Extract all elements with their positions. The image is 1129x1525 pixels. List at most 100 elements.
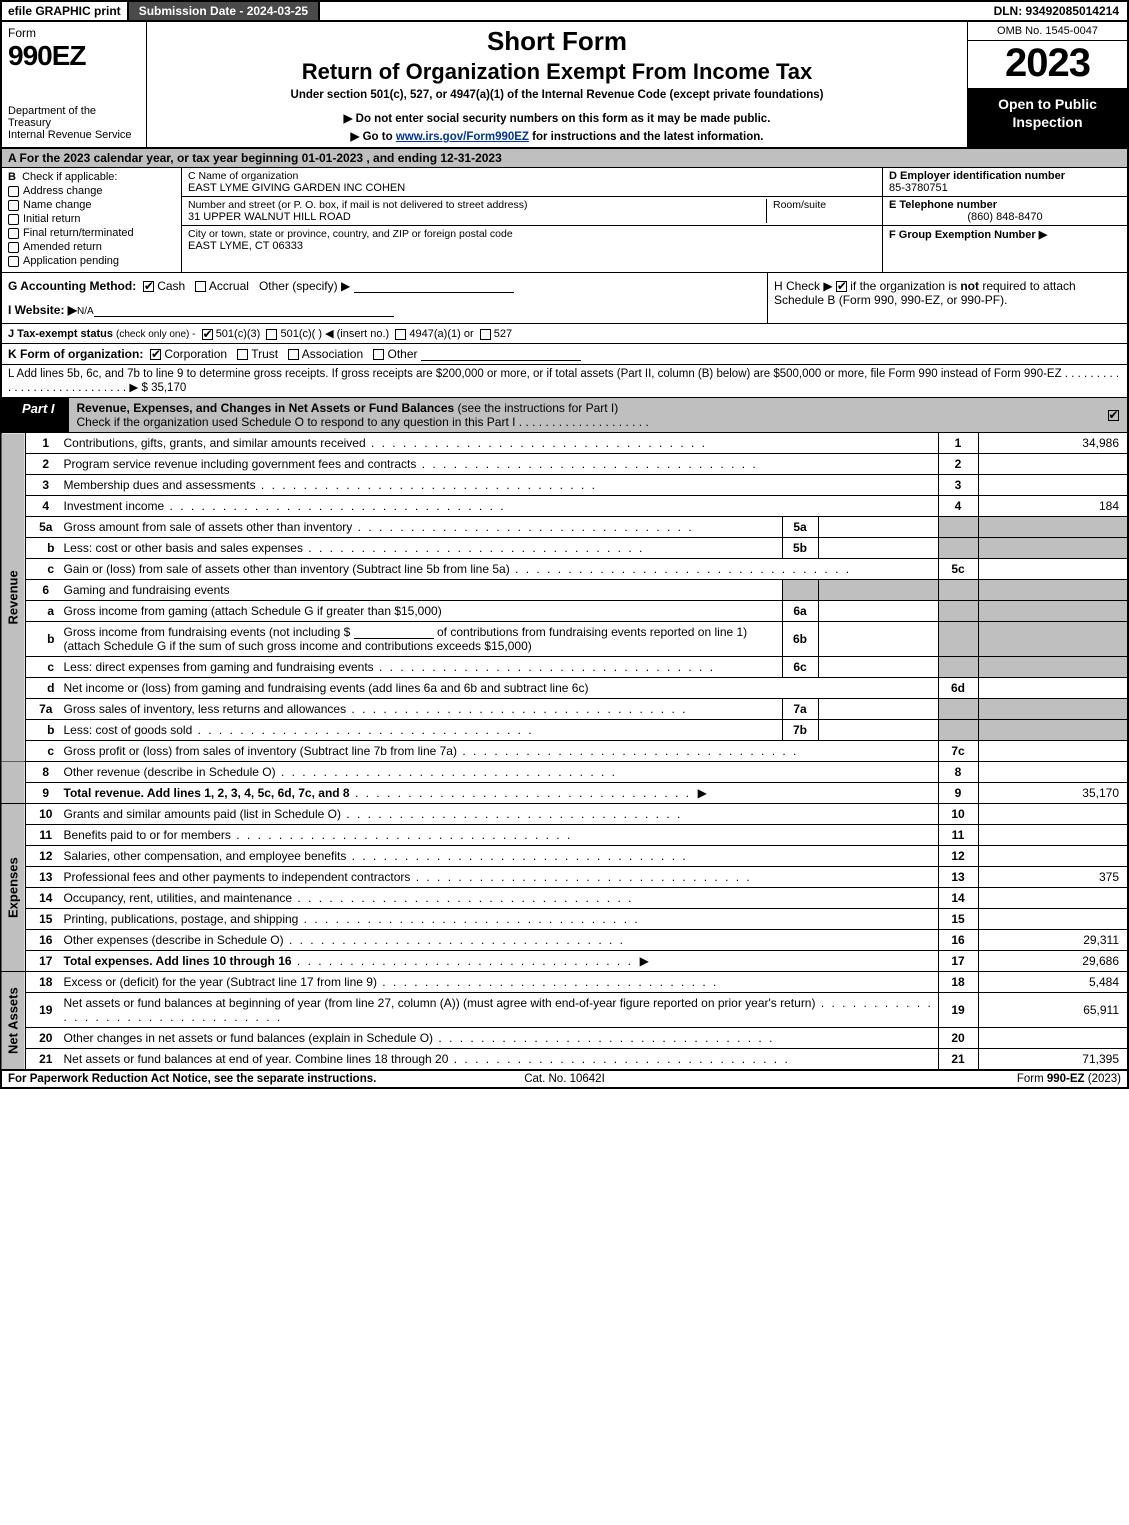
line-13-desc: Professional fees and other payments to … [64,870,752,884]
part1-schedule-o-check[interactable] [1099,398,1127,432]
goto-instructions: ▶ Go to www.irs.gov/Form990EZ for instru… [351,129,764,143]
line-13-rval: 375 [978,867,1128,888]
line-6c-inval [818,657,938,678]
open-to-public: Open to Public Inspection [968,89,1127,147]
chk-501c[interactable] [266,329,277,340]
line-19: 19 Net assets or fund balances at beginn… [1,993,1128,1028]
line-18-num: 18 [26,972,60,993]
chk-schedule-b-not-required[interactable] [836,281,847,292]
part1-title: Revenue, Expenses, and Changes in Net As… [69,398,1099,432]
line-11: 11 Benefits paid to or for members 11 [1,825,1128,846]
line-13-num: 13 [26,867,60,888]
line-3-desc: Membership dues and assessments [64,478,597,492]
chk-application-pending[interactable]: Application pending [8,255,175,267]
opt-other: Other [388,347,418,361]
goto-pre: ▶ Go to [351,131,396,143]
line-10: Expenses 10 Grants and similar amounts p… [1,804,1128,825]
other-specify-field[interactable] [354,279,514,293]
line-14-desc: Occupancy, rent, utilities, and maintena… [64,891,634,905]
line-4: 4 Investment income 4 184 [1,496,1128,517]
line-6a: a Gross income from gaming (attach Sched… [1,601,1128,622]
line-5b-rval [978,538,1128,559]
h-text1: H Check ▶ [774,279,836,293]
line-15-desc: Printing, publications, postage, and shi… [64,912,640,926]
chk-name-change[interactable]: Name change [8,199,175,211]
chk-address-change-label: Address change [23,185,103,197]
line-20-desc: Other changes in net assets or fund bala… [64,1031,775,1045]
line-12-rnum: 12 [938,846,978,867]
line-9: 9 Total revenue. Add lines 1, 2, 3, 4, 5… [1,783,1128,804]
line-6c-rval [978,657,1128,678]
line-1-num: 1 [26,433,60,454]
line-3-rnum: 3 [938,475,978,496]
checkbox-icon [1108,410,1119,421]
org-name-row: C Name of organization EAST LYME GIVING … [182,168,882,197]
line-5a-rnum [938,517,978,538]
footer-cat-no: Cat. No. 10642I [379,1073,750,1085]
ein-label: D Employer identification number [889,170,1121,182]
checkbox-icon [8,242,19,253]
title-short-form: Short Form [487,26,627,57]
line-9-desc: Total revenue. Add lines 1, 2, 3, 4, 5c,… [64,786,350,800]
phone-label: E Telephone number [889,199,1121,211]
irs-link[interactable]: www.irs.gov/Form990EZ [396,131,529,143]
chk-amended-return-label: Amended return [23,241,102,253]
line-7b-inval [818,720,938,741]
l-value: 35,170 [151,382,186,394]
j-label: J Tax-exempt status [8,328,113,340]
chk-other-org[interactable] [373,349,384,360]
header-left: Form 990EZ Department of the Treasury In… [2,22,147,147]
chk-501c3[interactable] [202,329,213,340]
line-15: 15 Printing, publications, postage, and … [1,909,1128,930]
dln: DLN: 93492085014214 [986,2,1127,20]
form-word: Form [8,26,140,40]
chk-cash[interactable] [143,281,154,292]
other-label: Other (specify) ▶ [259,279,350,293]
line-6-desc: Gaming and fundraising events [60,580,783,601]
street-row: Number and street (or P. O. box, if mail… [182,197,882,226]
chk-amended-return[interactable]: Amended return [8,241,175,253]
line-5b: b Less: cost or other basis and sales ex… [1,538,1128,559]
line-1-rval: 34,986 [978,433,1128,454]
phone-value: (860) 848-8470 [889,211,1121,223]
website-field[interactable] [94,303,394,317]
line-7c-num: c [26,741,60,762]
line-5b-inval [818,538,938,559]
line-6c-desc: Less: direct expenses from gaming and fu… [64,660,716,674]
room-label: Room/suite [773,199,876,211]
line-6a-num: a [26,601,60,622]
tax-year: 2023 [968,41,1127,89]
line-6a-desc: Gross income from gaming (attach Schedul… [60,601,783,622]
chk-accrual[interactable] [195,281,206,292]
line-6d-rnum: 6d [938,678,978,699]
chk-trust[interactable] [237,349,248,360]
chk-address-change[interactable]: Address change [8,185,175,197]
chk-initial-return[interactable]: Initial return [8,213,175,225]
efile-print[interactable]: efile GRAPHIC print [2,2,129,20]
checkbox-icon [8,186,19,197]
chk-4947[interactable] [395,329,406,340]
h-not: not [960,279,979,293]
i-label: I Website: ▶ [8,303,77,317]
line-9-num: 9 [26,783,60,804]
chk-corporation[interactable] [150,349,161,360]
line-9-rnum: 9 [938,783,978,804]
line-7b: b Less: cost of goods sold 7b [1,720,1128,741]
chk-527[interactable] [480,329,491,340]
section-g-accounting: G Accounting Method: Cash Accrual Other … [2,273,767,323]
line-6b-innum: 6b [782,622,818,657]
line-14-rnum: 14 [938,888,978,909]
line-14-rval [978,888,1128,909]
chk-association[interactable] [288,349,299,360]
line-4-num: 4 [26,496,60,517]
checkbox-icon [8,214,19,225]
line-21-rnum: 21 [938,1049,978,1070]
line-9-rval: 35,170 [978,783,1128,804]
chk-final-return[interactable]: Final return/terminated [8,227,175,239]
line-1-desc: Contributions, gifts, grants, and simila… [64,436,708,450]
section-b-letter: B [8,171,16,183]
line-6b-amount-field[interactable] [354,625,434,639]
website-value: N/A [77,306,94,317]
other-org-field[interactable] [421,347,581,361]
line-2-desc: Program service revenue including govern… [64,457,758,471]
